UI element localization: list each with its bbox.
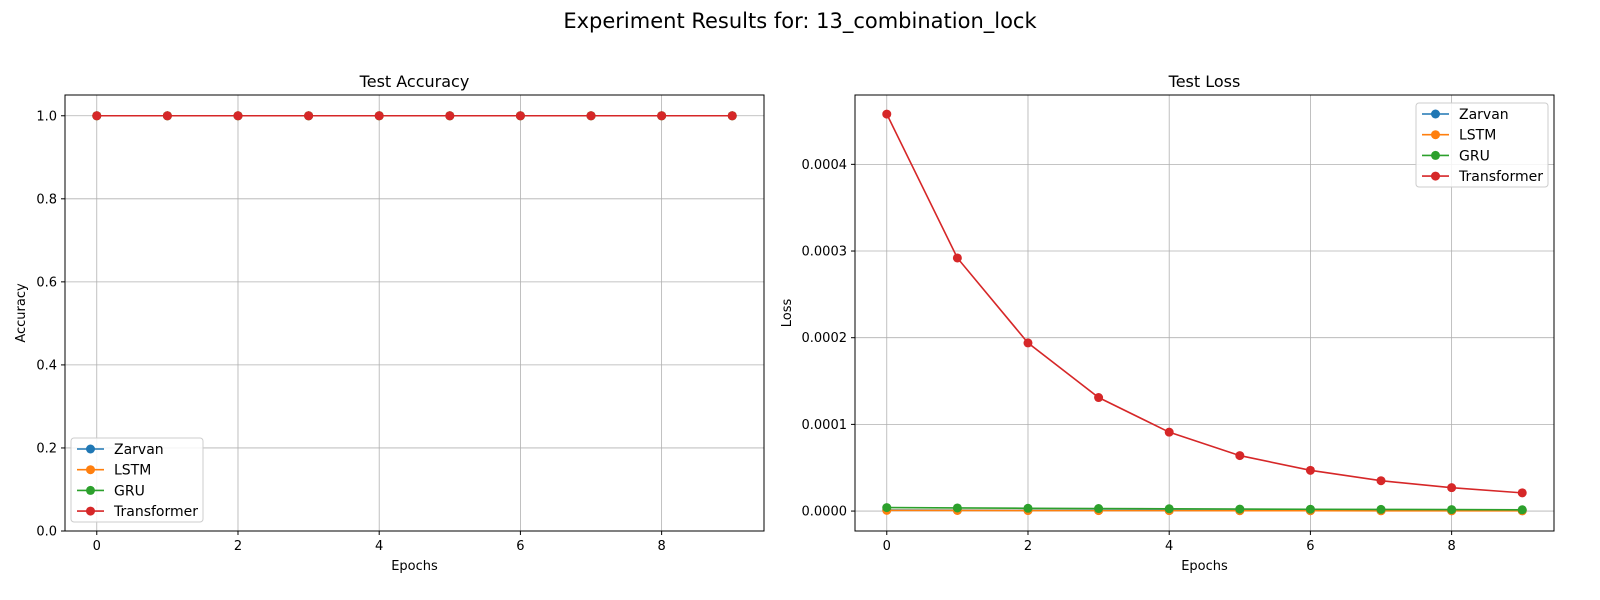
chart-0-xtick-label: 4 <box>375 539 383 554</box>
chart-1-series-transformer-point <box>1235 451 1245 461</box>
chart-0-legend: Zarvan LSTM GRU Transformer <box>70 437 204 523</box>
chart-1-series-gru-point <box>1517 505 1527 515</box>
chart-1-xtick-label: 2 <box>1024 539 1032 554</box>
chart-0-series-transformer-point <box>233 111 243 121</box>
chart-0-series-transformer-point <box>586 111 596 121</box>
chart-1-legend-gru-label: GRU <box>1459 148 1490 164</box>
chart-1-legend-lstm-marker <box>1431 130 1440 140</box>
chart-0-ytick-label: 0.4 <box>36 358 57 373</box>
chart-0-series-transformer-point <box>304 111 314 121</box>
chart-1-legend-zarvan-label: Zarvan <box>1459 107 1509 123</box>
chart-0-ytick-label: 0.2 <box>36 441 57 456</box>
chart-0-series-transformer-point <box>515 111 525 121</box>
chart-1-legend-lstm-label: LSTM <box>1459 128 1496 144</box>
chart-1-ytick-label: 0.0001 <box>802 418 848 433</box>
chart-1-series-transformer-point <box>882 109 892 119</box>
chart-1-legend-transformer-label: Transformer <box>1458 169 1543 185</box>
chart-1-series-transformer-point <box>1517 488 1527 498</box>
chart-0-legend-transformer-marker <box>86 506 95 516</box>
figure-suptitle: Experiment Results for: 13_combination_l… <box>563 9 1037 34</box>
chart-1-legend-frame <box>1415 102 1549 188</box>
chart-1-ytick-label: 0.0004 <box>802 158 848 173</box>
chart-1-series-transformer-point <box>1376 476 1386 486</box>
chart-0-xtick-label: 6 <box>516 539 524 554</box>
chart-1-ytick-label: 0.0002 <box>802 331 848 346</box>
chart-1-series-transformer-line <box>886 113 1523 494</box>
chart-1-series-gru-point <box>1376 504 1386 514</box>
chart-1-series-gru-point <box>1164 504 1174 514</box>
chart-1-series-transformer-point <box>1305 465 1315 475</box>
chart-1-legend-transformer-marker <box>1431 171 1440 181</box>
chart-0-legend-lstm-label: LSTM <box>114 463 151 479</box>
chart-0-legend-lstm-marker <box>86 465 95 475</box>
chart-1-series-transformer-point <box>1094 393 1104 403</box>
chart-0-xlabel: Epochs <box>391 559 438 574</box>
accuracy-subplot: 0 2 4 6 8 0.0 0.2 0.4 0.6 0.8 1.0 Test Accuracy Epoc… <box>14 72 765 574</box>
chart-1-series-gru-line <box>886 506 1523 511</box>
chart-0-series-transformer-point <box>657 111 667 121</box>
chart-1-legend-gru-marker <box>1431 150 1440 160</box>
chart-1-ylabel: Loss <box>780 299 795 328</box>
chart-0-legend-zarvan-label: Zarvan <box>114 442 164 458</box>
chart-0-legend-gru-marker <box>86 485 95 495</box>
chart-1-ytick-label: 0.0000 <box>802 505 848 520</box>
chart-1-series-gru-point <box>1094 504 1104 514</box>
chart-1-title: Test Loss <box>1168 72 1241 91</box>
chart-0-xtick-label: 8 <box>657 539 665 554</box>
chart-0-legend-frame <box>70 437 204 523</box>
chart-0-ylabel: Accuracy <box>14 283 29 343</box>
chart-1-series-transformer-point <box>952 253 962 263</box>
chart-1-series-gru-point <box>1447 505 1457 515</box>
chart-0-ytick-label: 1.0 <box>36 109 57 124</box>
chart-1-series-gru-point <box>952 503 962 513</box>
chart-0-series-transformer-point <box>162 111 172 121</box>
chart-0-title: Test Accuracy <box>359 72 470 91</box>
chart-0-ytick-label: 0.6 <box>36 275 57 290</box>
chart-0-legend-gru-label: GRU <box>114 483 145 499</box>
chart-1-xtick-label: 8 <box>1447 539 1455 554</box>
chart-1-xlabel: Epochs <box>1181 559 1228 574</box>
chart-0-legend-transformer-label: Transformer <box>113 504 198 520</box>
chart-0-series-transformer-point <box>374 111 384 121</box>
chart-0-series-transformer-point <box>92 111 102 121</box>
chart-1-series-transformer-point <box>1164 427 1174 437</box>
chart-1-legend: Zarvan LSTM GRU Transformer <box>1415 102 1549 188</box>
chart-0-xtick-label: 2 <box>234 539 242 554</box>
chart-1-axes-frame <box>854 94 1555 532</box>
chart-1-series-transformer-point <box>1023 338 1033 348</box>
chart-1-xtick-label: 6 <box>1306 539 1314 554</box>
chart-1-series-gru-point <box>1235 504 1245 514</box>
chart-1-xtick-label: 4 <box>1165 539 1173 554</box>
chart-1-ytick-label: 0.0003 <box>802 245 848 260</box>
chart-1-series-gru-point <box>882 503 892 513</box>
chart-1-series-transformer-point <box>1447 483 1457 493</box>
chart-0-ytick-label: 0.0 <box>36 525 57 540</box>
loss-subplot: 0 2 4 6 8 0.0000 0.0001 0.0002 0.0003 0.0004 Test … <box>780 72 1555 574</box>
chart-0-axes-frame <box>64 94 765 532</box>
chart-1-xtick-label: 0 <box>883 539 891 554</box>
chart-0-ytick-label: 0.8 <box>36 192 57 207</box>
chart-0-series-transformer-point <box>445 111 455 121</box>
chart-0-series-transformer-point <box>727 111 737 121</box>
chart-0-legend-zarvan-marker <box>86 444 95 454</box>
chart-1-series-gru-point <box>1023 503 1033 513</box>
chart-1-legend-zarvan-marker <box>1431 109 1440 119</box>
chart-0-xtick-label: 0 <box>93 539 101 554</box>
chart-1-series-gru-point <box>1305 504 1315 514</box>
